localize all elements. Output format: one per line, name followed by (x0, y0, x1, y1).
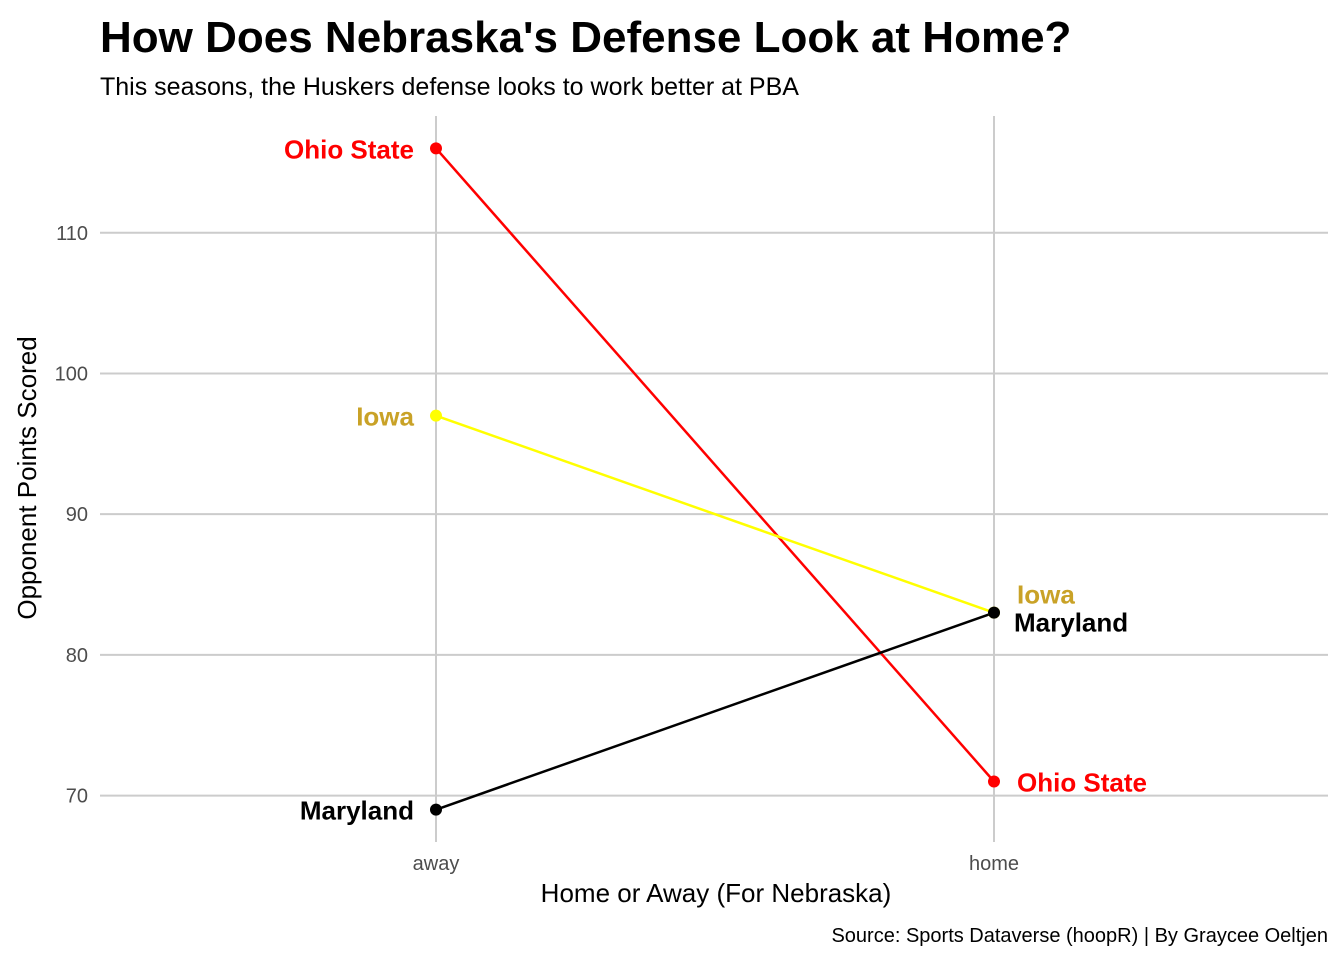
series-points (430, 142, 1000, 816)
x-tick-labels: away home (413, 853, 1019, 875)
y-tick-label: 80 (66, 645, 88, 667)
series-label-ohio-state-away: Ohio State (284, 134, 414, 164)
series-lines (435, 147, 995, 811)
series-label-ohio-state-home: Ohio State (1017, 768, 1147, 798)
data-point-maryland-away (430, 803, 442, 816)
y-axis-title: Opponent Points Scored (12, 336, 42, 619)
series-line-iowa (435, 414, 995, 614)
y-tick-label: 90 (66, 504, 88, 526)
series-label-maryland-home: Maryland (1014, 608, 1128, 638)
chart-caption: Source: Sports Dataverse (hoopR) | By Gr… (831, 925, 1328, 947)
series-label-iowa-home: Iowa (1017, 580, 1075, 610)
data-point-maryland-home (988, 606, 1000, 619)
x-axis-title: Home or Away (For Nebraska) (541, 878, 892, 908)
data-point-ohio-state-home (988, 775, 1000, 788)
data-point-iowa-away (430, 409, 442, 422)
chart-title: How Does Nebraska's Defense Look at Home… (100, 13, 1071, 62)
x-tick-label: home (969, 853, 1019, 875)
data-point-ohio-state-away (430, 142, 442, 155)
x-tick-label: away (413, 853, 460, 875)
series-label-maryland-away: Maryland (300, 796, 414, 826)
y-tick-label: 100 (55, 363, 88, 385)
series-line-maryland (435, 611, 995, 811)
y-tick-label: 70 (66, 786, 88, 808)
y-tick-label: 110 (56, 223, 88, 245)
series-label-iowa-away: Iowa (356, 402, 414, 432)
y-tick-labels: 70 80 90 100 110 (55, 223, 88, 808)
gridlines (100, 116, 1328, 842)
series-line-ohio-state (435, 147, 995, 783)
chart-subtitle: This seasons, the Huskers defense looks … (100, 73, 799, 101)
